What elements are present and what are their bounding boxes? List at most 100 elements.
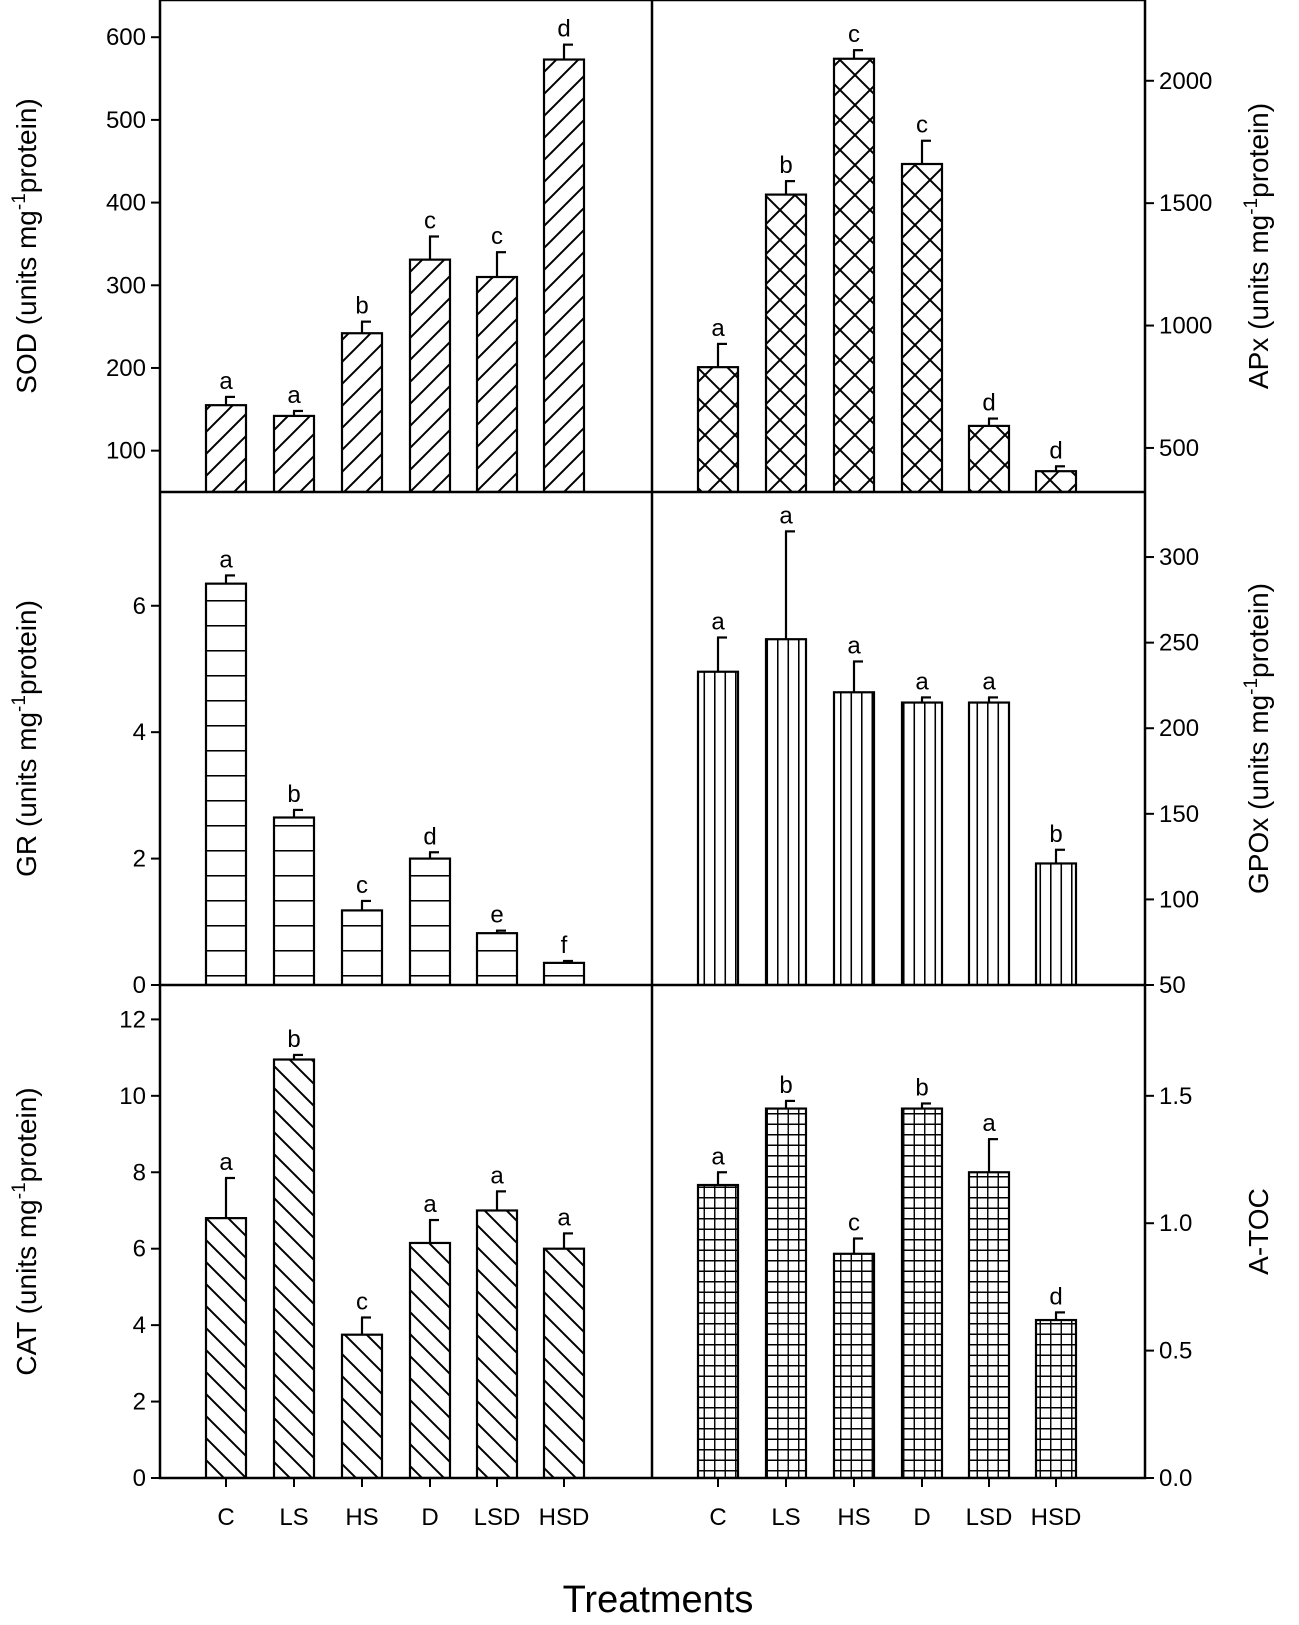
gpox-y-tick-label: 200 xyxy=(1159,715,1199,742)
apx-sig-label-D: c xyxy=(916,112,928,139)
gpox-sig-label-D: a xyxy=(915,668,929,695)
chart-apx: a b c c d d 500 1000 1500 2000 APx (units mg-1prot… xyxy=(696,21,1274,492)
gpox-sig-label-C: a xyxy=(711,609,725,636)
cat-y-tick-label: 10 xyxy=(119,1083,146,1110)
apx-bar-D xyxy=(900,162,944,492)
x-tick-label-HS: HS xyxy=(837,1504,870,1531)
cat-y-tick-label: 4 xyxy=(133,1312,146,1339)
apx-y-tick-label: 2000 xyxy=(1159,68,1212,95)
sod-sig-label-HSD: d xyxy=(557,16,570,43)
atoc-sig-label-D: b xyxy=(915,1074,928,1101)
sod-sig-label-LSD: c xyxy=(491,223,503,250)
x-tick-label-HSD: HSD xyxy=(539,1504,590,1531)
chart-gr: a b c d e f 0 2 4 6 GR (units mg-1protein) xyxy=(9,546,586,999)
apx-bar-C xyxy=(696,366,740,492)
apx-sig-label-LSD: d xyxy=(982,390,995,417)
gr-bar-HS xyxy=(340,909,384,985)
sod-y-tick-label: 300 xyxy=(106,272,146,299)
x-tick-label-D: D xyxy=(913,1504,930,1531)
gpox-y-tick-label: 150 xyxy=(1159,801,1199,828)
x-tick-label-LSD: LSD xyxy=(474,1504,521,1531)
gpox-sig-label-LS: a xyxy=(779,502,793,529)
x-tick-label-HSD: HSD xyxy=(1031,1504,1082,1531)
gr-sig-label-C: a xyxy=(219,546,233,573)
atoc-bar-HSD xyxy=(1034,1318,1078,1478)
gpox-bar-LS xyxy=(764,638,808,985)
atoc-y-tick-label: 1.5 xyxy=(1159,1083,1192,1110)
apx-y-axis-title: APx (units mg-1protein) xyxy=(1241,103,1274,389)
gr-bar-D xyxy=(408,857,452,985)
cat-bar-LS xyxy=(272,1058,316,1478)
gpox-y-tick-label: 300 xyxy=(1159,544,1199,571)
gpox-sig-label-HS: a xyxy=(847,632,861,659)
apx-bar-LSD xyxy=(967,424,1011,492)
gpox-bars xyxy=(696,530,1078,985)
panel-frame xyxy=(158,0,1147,1480)
sod-bar-C xyxy=(204,404,248,492)
cat-y-axis-title: CAT (units mg-1protein) xyxy=(9,1087,42,1375)
gpox-bar-HSD xyxy=(1034,862,1078,985)
sod-bar-HS xyxy=(340,332,384,492)
apx-sig-label-HS: c xyxy=(848,21,860,48)
gr-y-axis-title: GR (units mg-1protein) xyxy=(9,600,42,877)
cat-bar-HSD xyxy=(542,1247,586,1478)
gr-sig-label-D: d xyxy=(423,823,436,850)
sod-sig-label-LS: a xyxy=(287,382,301,409)
sod-sig-label-D: c xyxy=(424,207,436,234)
apx-sig-label-LS: b xyxy=(779,152,792,179)
x-tick-label-LS: LS xyxy=(771,1504,800,1531)
apx-bars xyxy=(696,49,1078,492)
gr-bar-LSD xyxy=(475,932,519,985)
apx-y-axis: 500 1000 1500 2000 xyxy=(1145,68,1212,462)
cat-sig-label-D: a xyxy=(423,1191,437,1218)
x-tick-labels: C LS HS D LSD HSD C LS HS D LSD HSD xyxy=(217,1478,1081,1531)
gpox-bar-D xyxy=(900,701,944,985)
x-tick-label-LSD: LSD xyxy=(966,1504,1013,1531)
cat-bar-D xyxy=(408,1241,452,1478)
gr-bar-LS xyxy=(272,816,316,985)
cat-y-axis: 0 2 4 6 8 10 12 xyxy=(119,1006,160,1492)
cat-y-tick-label: 0 xyxy=(133,1465,146,1492)
cat-sig-label-C: a xyxy=(219,1149,233,1176)
sod-y-tick-label: 200 xyxy=(106,355,146,382)
apx-y-tick-label: 500 xyxy=(1159,435,1199,462)
sod-bar-LSD xyxy=(475,275,519,492)
chart-sod: a a b c c d 100 200 300 400 500 600 SOD (units mg-1p… xyxy=(9,16,586,492)
atoc-y-tick-label: 0.0 xyxy=(1159,1465,1192,1492)
apx-bar-HSD xyxy=(1034,470,1078,492)
apx-sig-label-HSD: d xyxy=(1049,437,1062,464)
sod-bar-D xyxy=(408,258,452,492)
atoc-sig-label-LSD: a xyxy=(982,1110,996,1137)
cat-y-tick-label: 2 xyxy=(133,1389,146,1416)
atoc-sig-label-LS: b xyxy=(779,1072,792,1099)
x-tick-label-LS: LS xyxy=(279,1504,308,1531)
sod-y-axis: 100 200 300 400 500 600 xyxy=(106,24,160,465)
sod-y-tick-label: 100 xyxy=(106,438,146,465)
apx-bar-HS xyxy=(832,57,876,492)
sod-sig-label-C: a xyxy=(219,368,233,395)
atoc-bar-LSD xyxy=(967,1171,1011,1478)
atoc-y-axis-title: A-TOC xyxy=(1243,1188,1274,1275)
cat-sig-label-HS: c xyxy=(356,1288,368,1315)
gr-sig-label-HSD: f xyxy=(561,932,568,959)
chart-atoc: a b c b a d 0.0 0.5 1.0 1.5 A-TOC xyxy=(696,1072,1274,1492)
cat-bars xyxy=(204,1053,586,1478)
atoc-bar-LS xyxy=(764,1107,808,1478)
apx-sig-label-C: a xyxy=(711,315,725,342)
sod-bar-LS xyxy=(272,414,316,492)
atoc-sig-label-C: a xyxy=(711,1143,725,1170)
gr-y-tick-label: 4 xyxy=(133,719,146,746)
atoc-bar-C xyxy=(696,1183,740,1478)
gpox-y-axis: 50 100 150 200 250 300 xyxy=(1145,544,1199,999)
gr-bar-C xyxy=(204,582,248,985)
sod-y-tick-label: 500 xyxy=(106,107,146,134)
atoc-sig-label-HS: c xyxy=(848,1210,860,1237)
gpox-y-tick-label: 250 xyxy=(1159,630,1199,657)
cat-sig-label-HSD: a xyxy=(557,1204,571,1231)
gpox-bar-LSD xyxy=(967,701,1011,985)
gpox-sig-label-HSD: b xyxy=(1049,821,1062,848)
gr-sig-label-HS: c xyxy=(356,872,368,899)
gr-bars xyxy=(204,574,586,985)
gpox-y-tick-label: 100 xyxy=(1159,886,1199,913)
